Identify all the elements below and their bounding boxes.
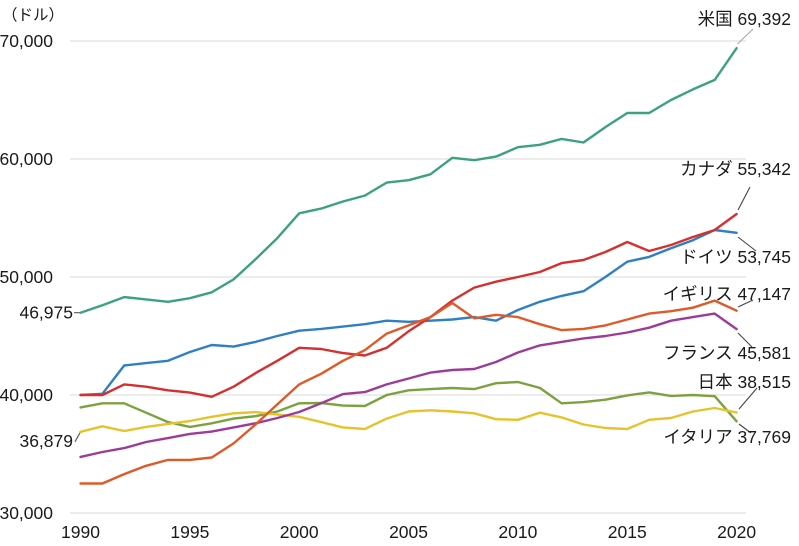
series-end-label-japan: 日本 38,515: [698, 372, 791, 392]
y-axis-tick-label: 30,000: [0, 503, 53, 523]
y-axis-tick-label: 40,000: [0, 385, 53, 405]
series-end-label-us: 米国 69,392: [698, 9, 791, 29]
series-line-japan: [79, 406, 738, 433]
series-end-label-italy: イタリア 37,769: [663, 427, 791, 447]
leader-line-canada: [737, 186, 751, 211]
leader-line-uk: [737, 299, 754, 308]
x-axis-tick-label: 2000: [280, 522, 319, 542]
start-annotation-label-us: 46,975: [19, 303, 73, 323]
x-axis-tick-label: 1990: [61, 522, 100, 542]
series-end-label-canada: カナダ 55,342: [680, 159, 791, 179]
x-axis-tick-label: 2020: [717, 522, 756, 542]
series-end-label-france: フランス 45,581: [663, 343, 791, 363]
series-line-germany: [79, 228, 738, 397]
series-end-label-germany: ドイツ 53,745: [680, 247, 791, 267]
leader-line-italy: [738, 423, 752, 434]
y-axis-tick-label: 70,000: [0, 31, 53, 51]
leader-line-us: [737, 28, 754, 45]
x-axis-tick-label: 2005: [389, 522, 428, 542]
leader-line-france: [737, 332, 753, 348]
series-line-france: [79, 312, 738, 459]
series-line-italy: [79, 380, 738, 429]
y-axis-tick-label: 50,000: [0, 267, 53, 287]
series-line-canada: [79, 212, 738, 398]
leader-line-germany: [737, 236, 757, 252]
x-axis-tick-label: 1995: [170, 522, 209, 542]
series-line-uk: [79, 299, 738, 485]
series-line-us: [79, 47, 738, 314]
x-axis-tick-label: 2010: [498, 522, 537, 542]
series-end-label-uk: イギリス 47,147: [663, 284, 791, 304]
start-annotation-label-japan: 36,879: [19, 431, 73, 451]
start-annotation-tick-japan: [74, 432, 81, 443]
x-axis-tick-label: 2015: [608, 522, 647, 542]
y-axis-tick-label: 60,000: [0, 149, 53, 169]
leader-line-japan: [738, 387, 758, 410]
y-axis-unit-label: （ドル）: [2, 7, 64, 24]
